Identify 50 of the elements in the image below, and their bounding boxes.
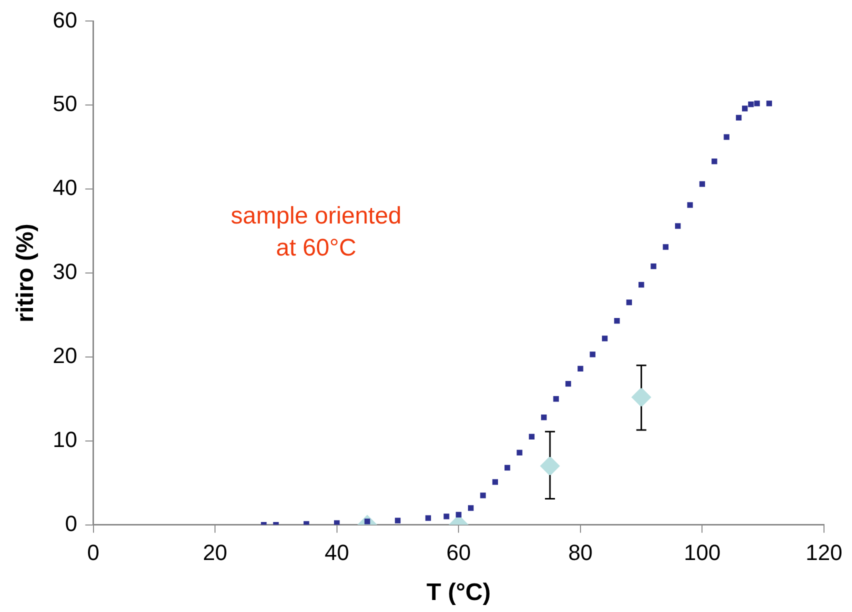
point [699,181,706,187]
point [565,380,572,387]
y-tick-label: 0 [65,510,78,536]
point [638,282,644,288]
point [662,244,669,250]
annotation: sample oriented at 60°C [230,202,402,262]
point [425,515,432,521]
y-tick-label: 20 [52,342,78,368]
point [712,158,718,164]
x-tick-label: 80 [568,540,593,566]
point [766,100,772,106]
point [650,263,656,270]
point [504,464,510,471]
x-tick-label: 20 [202,540,228,566]
point [444,514,450,520]
y-tick-label: 10 [52,426,78,452]
point [736,114,742,121]
y-tick-label: 50 [52,91,78,116]
y-axis-title: ritiro (%) [12,224,40,322]
point [578,366,584,372]
point [614,318,620,324]
point [468,505,474,511]
point [516,450,522,456]
point [754,100,760,106]
point [394,518,401,524]
x-tick-label: 0 [87,540,100,566]
point [492,479,498,485]
y-tick-label: 40 [52,175,78,200]
point [626,300,632,306]
x-tick-label: 120 [806,540,842,566]
y-tick-label: 30 [52,259,78,284]
point [724,134,730,140]
point [528,434,535,440]
point [631,387,652,408]
point [480,492,486,498]
point [540,456,560,476]
point [541,414,547,420]
x-tick-label: 60 [446,540,471,566]
x-axis-title: T (°C) [426,579,491,606]
point [748,101,754,108]
point [687,202,693,208]
y-tick-label: 60 [52,7,78,32]
point [742,106,748,112]
x-tick-label: 100 [684,540,721,566]
point [553,396,559,402]
point [590,352,596,358]
point [675,223,681,229]
point [602,336,608,342]
point [456,512,462,518]
x-tick-label: 40 [324,540,350,566]
